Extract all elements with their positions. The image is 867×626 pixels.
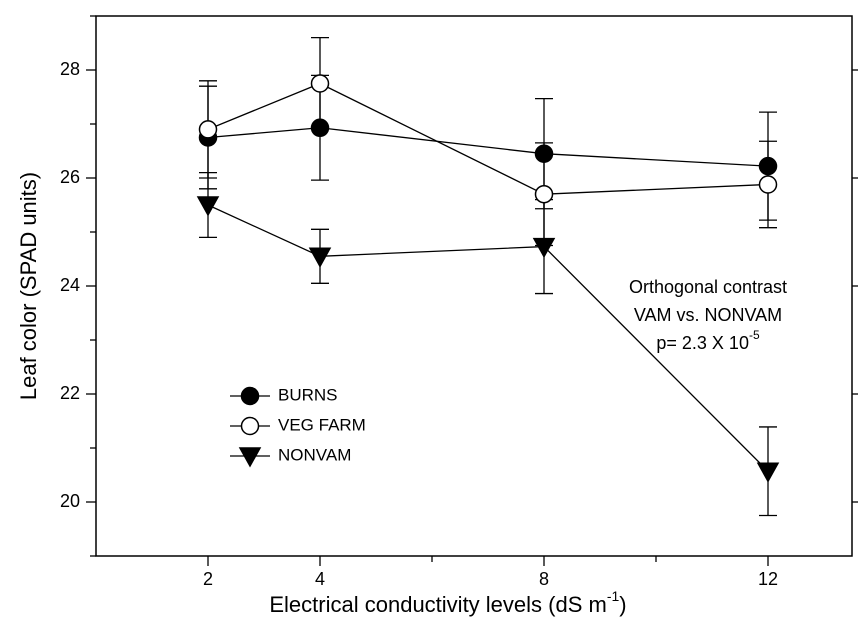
x-axis-label-end: )	[619, 592, 626, 617]
legend-marker	[240, 386, 260, 406]
series-line	[207, 204, 769, 472]
data-point	[534, 144, 554, 163]
series-line	[207, 127, 769, 167]
legend-label: BURNS	[278, 385, 338, 404]
x-tick-label: 8	[539, 569, 549, 589]
y-tick-label: 28	[60, 59, 80, 79]
y-tick-label: 20	[60, 491, 80, 511]
data-point	[310, 74, 330, 93]
annotation-sup: -5	[749, 328, 760, 342]
y-tick-label: 22	[60, 383, 80, 403]
x-tick-label: 4	[315, 569, 325, 589]
annotation: p= 2.3 X 10-5	[656, 328, 760, 353]
y-axis-label: Leaf color (SPAD units)	[16, 172, 41, 400]
data-point	[308, 247, 332, 268]
x-axis-label-sup: -1	[607, 588, 620, 604]
series-line	[207, 82, 769, 195]
data-point	[198, 120, 218, 139]
data-point	[758, 156, 778, 176]
legend-marker	[238, 447, 262, 468]
annotation: Orthogonal contrast	[629, 277, 787, 297]
legend-label: VEG FARM	[278, 415, 366, 434]
data-point	[532, 237, 556, 259]
y-tick-label: 24	[60, 275, 80, 295]
x-tick-label: 2	[203, 569, 213, 589]
legend-marker	[240, 416, 260, 436]
x-axis-label: Electrical conductivity levels (dS m-1)	[269, 588, 626, 617]
annotation: VAM vs. NONVAM	[634, 305, 782, 325]
x-tick-label: 12	[758, 569, 778, 589]
legend-label: NONVAM	[278, 445, 351, 464]
data-point	[534, 184, 554, 204]
data-point	[758, 175, 778, 194]
annotation-text: p= 2.3 X 10	[656, 333, 749, 353]
data-point	[310, 118, 330, 138]
data-point	[196, 196, 220, 217]
x-axis-label-text: Electrical conductivity levels (dS m	[269, 592, 606, 617]
y-tick-label: 26	[60, 167, 80, 187]
data-point	[756, 462, 780, 483]
